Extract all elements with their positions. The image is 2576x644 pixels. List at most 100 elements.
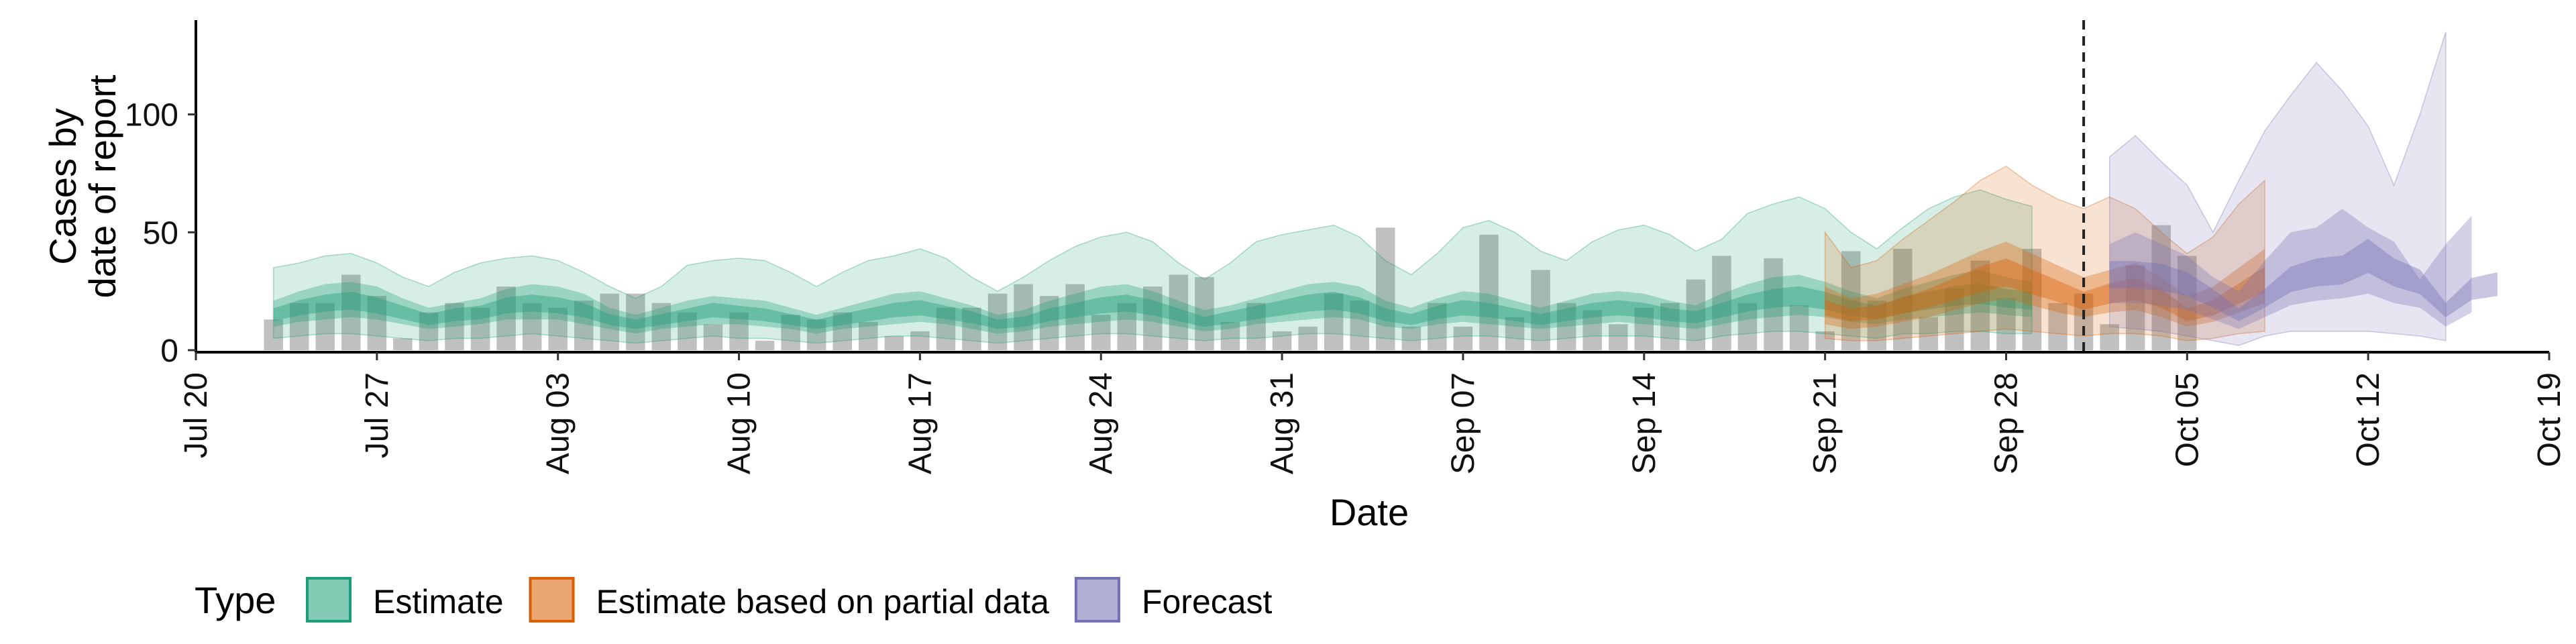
- legend-key-estimate-based-on-partial-data: [529, 577, 575, 623]
- x-tick-label: Sep 14: [1627, 372, 1662, 474]
- reported-cases-bar: [1014, 284, 1033, 350]
- reported-cases-bar: [1945, 288, 1964, 350]
- x-tick-label: Oct 05: [2169, 372, 2205, 467]
- reported-cases-bar: [341, 274, 361, 350]
- reported-cases-bar: [884, 335, 904, 350]
- reported-cases-bar: [1195, 277, 1214, 350]
- reported-cases-bar: [1376, 227, 1395, 350]
- reported-cases-bar: [1428, 303, 1447, 350]
- reported-cases-bar: [2022, 248, 2042, 350]
- reported-cases-bar: [2048, 303, 2068, 350]
- x-tick-label: Jul 20: [178, 372, 214, 458]
- y-axis-title-line: Cases by: [42, 108, 84, 264]
- reported-cases-bar: [1634, 307, 1654, 350]
- reported-cases-bar: [470, 307, 490, 350]
- reported-cases-bar: [626, 293, 645, 350]
- reported-cases-bar: [1117, 303, 1136, 350]
- x-tick-label: Aug 31: [1265, 372, 1300, 474]
- reported-cases-bar: [1582, 310, 1602, 350]
- reported-cases-bar: [1505, 317, 1525, 350]
- reported-cases-bar: [445, 303, 464, 350]
- reported-cases-bar: [1298, 326, 1318, 350]
- estimate-based-on-partial-data-band-90: [1824, 166, 2265, 341]
- reported-cases-bar: [987, 293, 1008, 350]
- x-tick-label: Sep 28: [1988, 372, 2024, 474]
- estimate-median-band: [273, 283, 2032, 329]
- legend-title: Type: [195, 579, 276, 621]
- reported-cases-bar: [1169, 274, 1189, 350]
- reported-cases-bar: [1350, 301, 1369, 350]
- reported-cases-bar: [1091, 315, 1111, 350]
- axes: 0 50 100 Jul 20 Jul 27 Aug 03 Aug 10 Aug 17 Aug …: [42, 20, 2567, 533]
- reported-cases-bar: [1893, 248, 1913, 350]
- legend: Type Estimate Estimate based on partial da…: [195, 577, 1273, 623]
- reported-cases-bar: [600, 293, 619, 350]
- reported-cases-bar: [496, 286, 516, 350]
- reported-cases-bar: [1065, 284, 1085, 350]
- reported-cases-bar: [1220, 321, 1240, 350]
- reported-cases-bar: [806, 319, 826, 350]
- reported-cases-bar: [1996, 298, 2016, 350]
- reported-cases-bar: [522, 303, 542, 350]
- reported-cases-bar: [1789, 305, 1809, 350]
- x-tick-label: Jul 27: [360, 372, 395, 458]
- legend-key-forecast: [1074, 577, 1120, 623]
- reported-cases-bar: [703, 324, 723, 350]
- x-tick-label: Aug 10: [722, 372, 757, 474]
- x-tick-label: Aug 24: [1083, 372, 1119, 474]
- reported-cases-bar: [859, 321, 878, 350]
- legend-label-estimate: Estimate: [373, 583, 504, 621]
- reported-cases-bar: [1660, 303, 1680, 350]
- reported-cases-bar: [574, 301, 594, 350]
- reported-cases-bar: [1479, 234, 1499, 350]
- legend-label-estimate-based-on-partial-data: Estimate based on partial data: [596, 583, 1050, 621]
- reported-cases-bar: [651, 303, 672, 350]
- reported-cases-bar: [1815, 331, 1835, 350]
- reported-cases-bar: [1712, 256, 1731, 350]
- reported-cases-bar: [962, 307, 981, 350]
- y-tick-label: 0: [160, 333, 178, 369]
- x-tick-label: Oct 12: [2351, 372, 2386, 467]
- reported-cases-bar: [1401, 326, 1421, 350]
- forecast-median-band: [2109, 239, 2498, 321]
- reported-cases-bar: [419, 312, 439, 350]
- reported-cases-bar: [548, 307, 568, 350]
- reported-cases-bar: [1867, 301, 1886, 350]
- reported-cases-bar: [1272, 331, 1292, 350]
- reported-cases-bar: [729, 312, 749, 350]
- reported-cases-bar: [1039, 296, 1059, 350]
- forecast-band-90: [2108, 32, 2447, 346]
- reported-cases-bar: [1609, 324, 1628, 350]
- reported-cases-bar: [1764, 258, 1783, 350]
- reported-cases-bar: [1246, 303, 1266, 350]
- y-tick-label: 100: [125, 98, 178, 133]
- x-tick-label: Aug 17: [902, 372, 938, 474]
- reported-cases-bar: [1531, 270, 1550, 350]
- reported-cases-bar: [1919, 317, 1938, 350]
- estimate-ribbons: [272, 32, 2498, 346]
- forecast-band-50: [2109, 209, 2472, 329]
- x-tick-label: Aug 03: [541, 372, 576, 474]
- y-axis-title: Cases bydate of report: [42, 74, 123, 299]
- reported-cases-bar: [755, 340, 775, 350]
- y-tick-label: 50: [143, 215, 178, 251]
- reported-cases-bar: [2151, 225, 2171, 350]
- reported-cases-bar: [2178, 256, 2197, 350]
- legend-key-estimate: [306, 577, 352, 623]
- reported-cases-bar: [910, 331, 930, 350]
- reported-cases-bar: [1143, 286, 1163, 350]
- reported-cases-bar: [1686, 279, 1706, 350]
- reported-cases-bar: [1556, 303, 1576, 350]
- reported-cases-bar: [2125, 265, 2145, 350]
- reported-cases-bar: [833, 312, 852, 350]
- reported-cases-bar: [2100, 324, 2119, 350]
- x-tick-label: Sep 21: [1808, 372, 1843, 474]
- x-tick-label: Sep 07: [1446, 372, 1481, 474]
- estimate-based-on-partial-data-median-band: [1825, 258, 2265, 321]
- reported-cases-bar: [367, 296, 387, 350]
- reported-cases-bar: [1453, 326, 1473, 350]
- reported-case-bars: [264, 225, 2197, 350]
- reported-cases-bar: [936, 307, 956, 350]
- estimate-band-50: [273, 270, 2032, 334]
